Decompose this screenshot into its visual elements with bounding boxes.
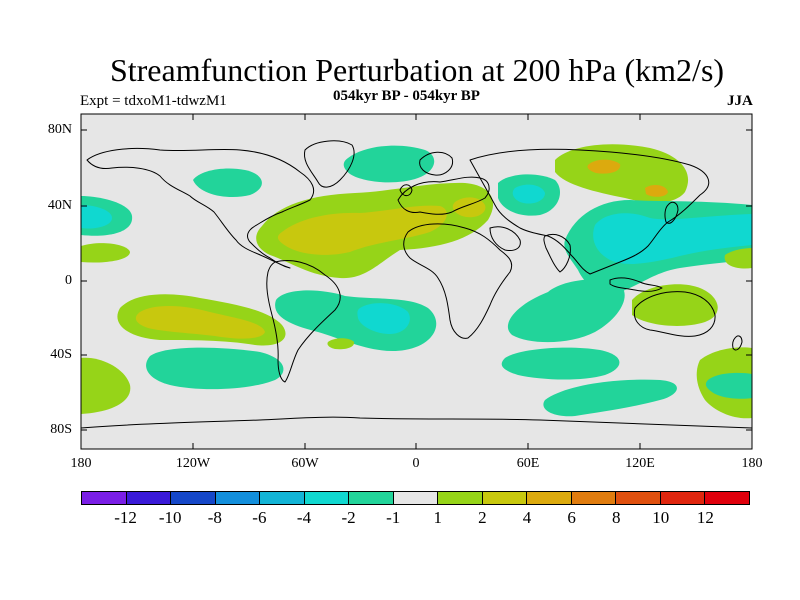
contour-fills: [81, 144, 752, 419]
y-tick-0: 0: [65, 273, 72, 288]
contour-region-s-pacific-core: [135, 305, 265, 339]
colorbar-label: 2: [478, 508, 487, 527]
contour-region-s-ocean-east: [501, 347, 620, 380]
colorbar: [81, 491, 750, 505]
y-tick-80s: 80S: [50, 422, 72, 437]
contour-region-s-ocean-east2: [543, 379, 677, 417]
colorbar-swatch: [527, 492, 572, 504]
contour-region-sw-edge: [81, 357, 131, 414]
x-tick-180e: 180: [741, 456, 763, 471]
colorbar-swatch: [616, 492, 661, 504]
y-tick-40n: 40N: [47, 198, 72, 213]
colorbar-label: 12: [696, 508, 714, 527]
colorbar-label: -4: [296, 508, 312, 527]
axis-tick-marks: [81, 114, 752, 449]
contour-region-n-atlantic-core: [277, 205, 447, 255]
contour-region-west-tropic: [81, 243, 130, 263]
x-tick-60e: 60E: [516, 456, 540, 471]
colorbar-label: 8: [611, 508, 621, 527]
coastlines: [81, 140, 752, 429]
colorbar-swatch: [260, 492, 305, 504]
colorbar-label: -2: [341, 508, 356, 527]
coast-scandinavia: [419, 151, 454, 176]
colorbar-label: 4: [522, 508, 532, 527]
coast-europe: [397, 176, 490, 215]
colorbar-label: 6: [567, 508, 576, 527]
colorbar-swatch: [171, 492, 216, 504]
chart-title: Streamfunction Perturbation at 200 hPa (…: [109, 52, 725, 88]
colorbar-swatch: [82, 492, 127, 504]
coast-indonesia: [609, 277, 663, 292]
colorbar-swatch: [393, 492, 439, 504]
contour-region-mideast-core: [452, 197, 486, 218]
contour-region-asia-core: [587, 159, 621, 174]
coast-australia: [633, 291, 716, 337]
contour-region-s-atlantic-small: [327, 338, 355, 350]
colorbar-swatch: [126, 492, 172, 504]
contour-region-se-edge-core: [705, 372, 752, 399]
contour-region-indian-ocean: [507, 279, 625, 343]
contour-region-s-atlantic-core: [357, 303, 410, 334]
colorbar-label: -8: [207, 508, 222, 527]
x-tick-180w: 180: [70, 456, 92, 471]
coast-antarctica: [81, 416, 752, 429]
colorbar-swatch: [304, 492, 350, 504]
contour-region-west-edge-core: [81, 205, 112, 229]
contour-region-asia-core2: [645, 184, 668, 197]
colorbar-label: -10: [158, 508, 182, 527]
colorbar-swatch: [660, 492, 706, 504]
coast-india: [543, 233, 571, 273]
y-tick-40s: 40S: [50, 347, 72, 362]
colorbar-swatch: [349, 492, 394, 504]
colorbar-swatch: [571, 492, 617, 504]
coast-south-america: [266, 260, 341, 383]
colorbar-swatch: [705, 492, 749, 504]
x-tick-120w: 120W: [175, 456, 211, 471]
contour-region-arctic: [343, 145, 435, 183]
x-tick-120e: 120E: [625, 456, 655, 471]
contour-region-n-pacific: [193, 168, 262, 198]
coast-japan: [664, 201, 679, 224]
colorbar-swatch: [438, 492, 483, 504]
contour-region-east-tropic: [724, 248, 752, 269]
contour-region-s-ocean: [146, 347, 284, 390]
colorbar-swatch: [482, 492, 528, 504]
contour-region-asia-monsoon-core: [593, 213, 752, 264]
y-tick-80n: 80N: [47, 122, 72, 137]
coast-greenland: [303, 140, 355, 188]
coast-britain: [399, 184, 413, 197]
colorbar-label: 1: [433, 508, 443, 527]
colorbar-label: -6: [252, 508, 267, 527]
coast-new-zealand: [732, 335, 743, 351]
colorbar-label: 10: [652, 508, 670, 527]
experiment-label: Expt = tdxoM1-tdwzM1: [80, 93, 227, 109]
x-tick-60w: 60W: [291, 456, 319, 471]
season-label: JJA: [727, 93, 753, 109]
coast-asia: [469, 148, 710, 275]
coast-north-america: [86, 147, 315, 269]
colorbar-label: -1: [386, 508, 401, 527]
contour-region-central-asia-core: [512, 184, 545, 204]
colorbar-swatch: [215, 492, 261, 504]
period-label: 054kyr BP - 054kyr BP: [333, 88, 480, 104]
x-tick-0: 0: [412, 456, 420, 471]
colorbar-label: -12: [114, 508, 137, 527]
coast-africa: [403, 223, 513, 339]
coast-arabia: [489, 226, 521, 251]
